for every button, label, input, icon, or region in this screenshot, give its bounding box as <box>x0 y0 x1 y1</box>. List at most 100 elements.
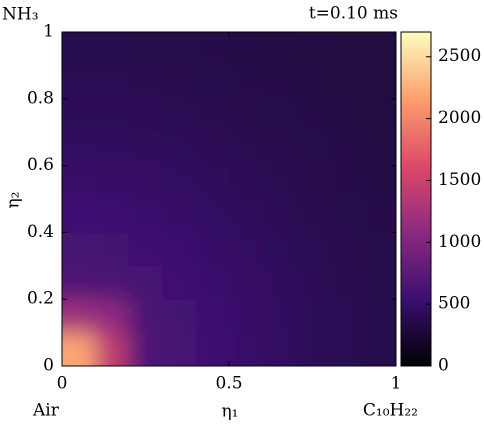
heatmap-cell <box>62 132 96 167</box>
heatmap-cell <box>329 132 364 167</box>
heatmap-cell <box>62 32 96 66</box>
heatmap-cell <box>95 65 130 100</box>
heatmap-cell <box>262 332 297 366</box>
heatmap-cell <box>128 98 163 133</box>
corner-label: Air <box>32 401 60 421</box>
heatmap-cell <box>362 165 396 200</box>
corner-label: NH₃ <box>2 5 39 25</box>
heatmap-cell <box>362 65 396 100</box>
colorbar-tick-label: 1000 <box>438 232 481 252</box>
heatmap-cell <box>95 98 130 133</box>
chart-title: t=0.10 ms <box>309 4 398 24</box>
x-tick-label: 1 <box>391 374 402 394</box>
heatmap-cell <box>162 32 197 66</box>
heatmap-cell <box>162 132 197 167</box>
heatmap-cell <box>128 265 163 300</box>
heatmap-cell <box>229 32 263 66</box>
heatmap-cell <box>195 232 230 267</box>
x-axis-label: η₁ <box>222 402 239 422</box>
y-tick-label: 0.2 <box>27 289 54 309</box>
heatmap-cell <box>362 299 396 334</box>
heatmap-cell <box>162 299 197 334</box>
heatmap-cell <box>62 332 96 366</box>
heatmap-cell <box>229 232 263 267</box>
colorbar-tick-label: 2500 <box>438 46 481 66</box>
heatmap-cell <box>162 265 197 300</box>
heatmap-cell <box>162 332 197 366</box>
heatmap-cell <box>262 232 297 267</box>
heatmap-cell <box>162 65 197 100</box>
y-tick-label: 0.6 <box>27 155 54 175</box>
heatmap-cell <box>229 165 263 200</box>
heatmap-cell <box>195 132 230 167</box>
heatmap-cell <box>195 165 230 200</box>
heatmap-cell <box>195 32 230 66</box>
heatmap-cell <box>195 299 230 334</box>
heatmap-cell <box>295 332 330 366</box>
heatmap-cell <box>62 98 96 133</box>
colorbar-tick-label: 1500 <box>438 170 481 190</box>
heatmap-cell <box>295 132 330 167</box>
heatmap-cell <box>329 98 364 133</box>
heatmap-cell <box>128 65 163 100</box>
y-tick-label: 1 <box>43 22 54 42</box>
x-tick-label: 0 <box>57 374 68 394</box>
heatmap-cell <box>95 265 130 300</box>
heatmap-cell <box>229 332 263 366</box>
heatmap-cell <box>162 232 197 267</box>
heatmap-cell <box>162 98 197 133</box>
heatmap-cell <box>362 199 396 233</box>
heatmap-cell <box>329 199 364 233</box>
heatmap-cell <box>128 165 163 200</box>
heatmap-cell <box>62 299 96 334</box>
heatmap-cell <box>262 32 297 66</box>
heatmap-cell <box>162 199 197 233</box>
heatmap-cell <box>295 199 330 233</box>
heatmap-cell <box>262 65 297 100</box>
heatmap-cell <box>95 232 130 267</box>
heatmap-cell <box>95 199 130 233</box>
heatmap-cell <box>62 232 96 267</box>
heatmap-cell <box>128 232 163 267</box>
heatmap-cell <box>329 32 364 66</box>
corner-label: C₁₀H₂₂ <box>363 401 418 421</box>
heatmap-cell <box>362 332 396 366</box>
heatmap-cell <box>128 199 163 233</box>
heatmap-cell <box>262 132 297 167</box>
heatmap-cell <box>329 232 364 267</box>
heatmap-cell <box>295 65 330 100</box>
heatmap-cell <box>329 299 364 334</box>
colorbar-tick-label: 500 <box>438 294 470 314</box>
heatmap-cell <box>362 232 396 267</box>
heatmap-cell <box>95 299 130 334</box>
heatmap-cell <box>95 32 130 66</box>
heatmap-cell <box>62 65 96 100</box>
heatmap-cell <box>195 332 230 366</box>
heatmap-cell <box>262 199 297 233</box>
heatmap-cell <box>128 332 163 366</box>
heatmap-cell <box>362 32 396 66</box>
colorbar <box>400 31 432 367</box>
heatmap-cell <box>329 65 364 100</box>
heatmap-cell <box>229 132 263 167</box>
heatmap-cell <box>362 132 396 167</box>
heatmap-cell <box>62 199 96 233</box>
heatmap-cell <box>62 265 96 300</box>
heatmap-cell <box>262 165 297 200</box>
heatmap-cell <box>195 98 230 133</box>
heatmap-cell <box>329 165 364 200</box>
heatmap-cell <box>229 65 263 100</box>
heatmap-cell <box>262 299 297 334</box>
heatmap-cell <box>195 65 230 100</box>
heatmap-cell <box>295 232 330 267</box>
x-tick-label: 0.5 <box>215 374 242 394</box>
heatmap-cell <box>295 299 330 334</box>
heatmap-cell <box>229 265 263 300</box>
heatmap-cell <box>195 199 230 233</box>
heatmap-cell <box>362 98 396 133</box>
heatmap-cell <box>262 265 297 300</box>
heatmap-cell <box>195 265 230 300</box>
heatmap-cell <box>95 332 130 366</box>
heatmap-cell <box>295 98 330 133</box>
